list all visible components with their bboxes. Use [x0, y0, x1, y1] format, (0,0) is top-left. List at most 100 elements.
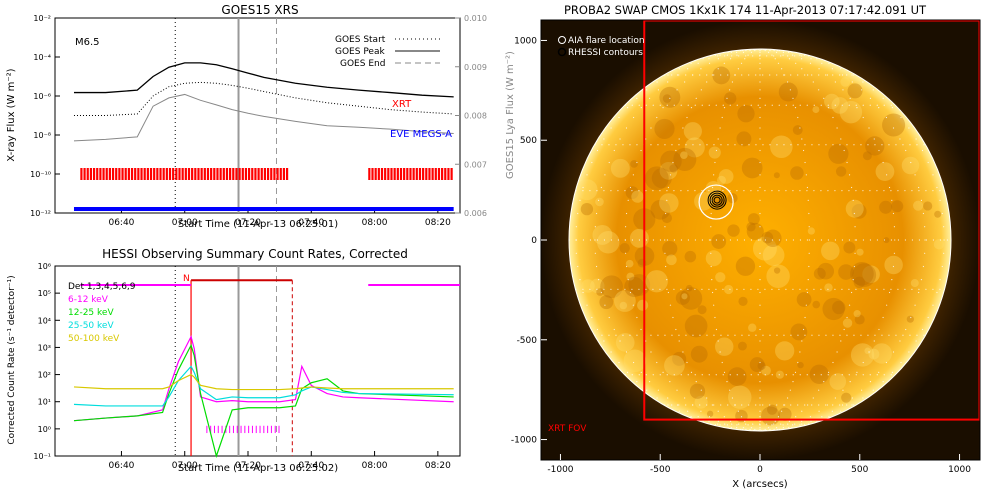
grid-dot [759, 420, 761, 422]
hessi-series-1 [73, 343, 454, 459]
grid-dot [671, 74, 673, 76]
grid-dot [750, 104, 752, 106]
grid-dot [706, 74, 708, 76]
grid-dot [771, 54, 773, 56]
grid-dot [662, 371, 664, 373]
grid-dot [791, 424, 794, 426]
goes-ytick-label: 10⁻¹² [30, 209, 51, 218]
grid-dot [766, 55, 768, 57]
swap-image [541, 20, 980, 460]
swap-title: PROBA2 SWAP CMOS 1Kx1K 174 11-Apr-2013 0… [564, 3, 927, 17]
grid-dot [851, 404, 853, 406]
bright-region [807, 227, 815, 235]
grid-dot [848, 174, 851, 176]
bright-region [708, 146, 721, 159]
grid-dot [788, 420, 791, 422]
dark-region [697, 305, 707, 315]
grid-dot [792, 190, 794, 192]
bright-region [666, 254, 677, 266]
grid-dot [736, 239, 739, 241]
grid-dot [757, 288, 759, 290]
grid-dot [781, 410, 783, 412]
dark-region [796, 292, 812, 307]
dark-region [832, 300, 846, 315]
goes-panel: GOES15 XRS 06:40 07:00 07:20 07:40 08:00 08:2… [6, 3, 516, 230]
grid-dot [810, 58, 812, 60]
grid-dot [902, 144, 904, 146]
grid-dot [854, 239, 856, 241]
grid-dot [848, 104, 850, 106]
grid-dot [656, 81, 658, 83]
grid-dot [869, 381, 872, 383]
xrt-coverage-tick [380, 168, 384, 180]
grid-dot [736, 190, 738, 192]
grid-dot [921, 328, 924, 331]
grid-dot [939, 199, 941, 201]
grid-dot [759, 58, 761, 60]
grid-dot [794, 107, 797, 109]
grid-dot [785, 374, 787, 376]
bright-region [901, 156, 920, 175]
xrt-coverage-tick [197, 168, 200, 180]
grid-dot [832, 361, 834, 364]
dark-region [738, 341, 747, 351]
grid-dot [805, 304, 807, 306]
grid-dot [745, 423, 747, 425]
grid-dot [782, 51, 784, 53]
grid-dot [695, 97, 697, 99]
dark-region [883, 237, 890, 244]
grid-dot [885, 361, 888, 364]
hessi-ytick-label: 10⁵ [38, 289, 51, 298]
xrt-coverage-tick [371, 168, 374, 180]
grid-dot [846, 161, 848, 164]
grid-dot [918, 190, 920, 192]
grid-dot [610, 351, 612, 353]
grid-dot [664, 252, 666, 254]
grid-dot [596, 288, 598, 290]
grid-dot [731, 423, 733, 425]
grid-dot [853, 265, 855, 268]
xrt-coverage-tick [396, 168, 399, 180]
grid-dot [771, 190, 773, 192]
grid-dot [759, 127, 761, 129]
grid-dot [811, 144, 813, 146]
xrt-coverage-tick [225, 168, 229, 180]
dark-region [659, 86, 681, 108]
grid-dot [723, 107, 726, 109]
grid-dot [657, 389, 659, 391]
grid-dot [827, 374, 829, 376]
grid-dot [645, 374, 647, 376]
grid-dot [764, 428, 766, 431]
grid-dot [834, 239, 837, 241]
grid-dot [741, 74, 743, 76]
swap-ytick-label: 1000 [514, 36, 537, 46]
grid-dot [778, 374, 780, 376]
bright-region [629, 228, 649, 248]
swap-xtick-label: -1000 [547, 465, 573, 475]
grid-dot [608, 161, 610, 164]
grid-dot [615, 144, 617, 146]
grid-dot [759, 199, 761, 201]
grid-dot [764, 104, 766, 106]
swap-ytick-label: 500 [520, 136, 537, 146]
grid-dot [708, 190, 710, 192]
dark-region [843, 241, 856, 254]
grid-dot [759, 328, 761, 331]
grid-dot [939, 190, 941, 192]
grid-dot [701, 374, 703, 376]
goes-legend: GOES Start GOES Peak GOES End [335, 35, 440, 69]
grid-dot [685, 144, 687, 146]
grid-dot [625, 212, 628, 215]
grid-dot [840, 410, 842, 412]
grid-dot [759, 404, 761, 406]
bright-region [812, 106, 820, 114]
goes-series-2 [73, 93, 454, 142]
grid-dot [878, 149, 880, 152]
xrt-coverage-tick [111, 168, 115, 180]
xrt-coverage-tick [86, 168, 89, 180]
legend-25-50: 25-50 keV [68, 321, 114, 331]
grid-dot [927, 161, 929, 164]
legend-aia: AIA flare location [568, 36, 645, 46]
grid-dot [759, 265, 761, 268]
